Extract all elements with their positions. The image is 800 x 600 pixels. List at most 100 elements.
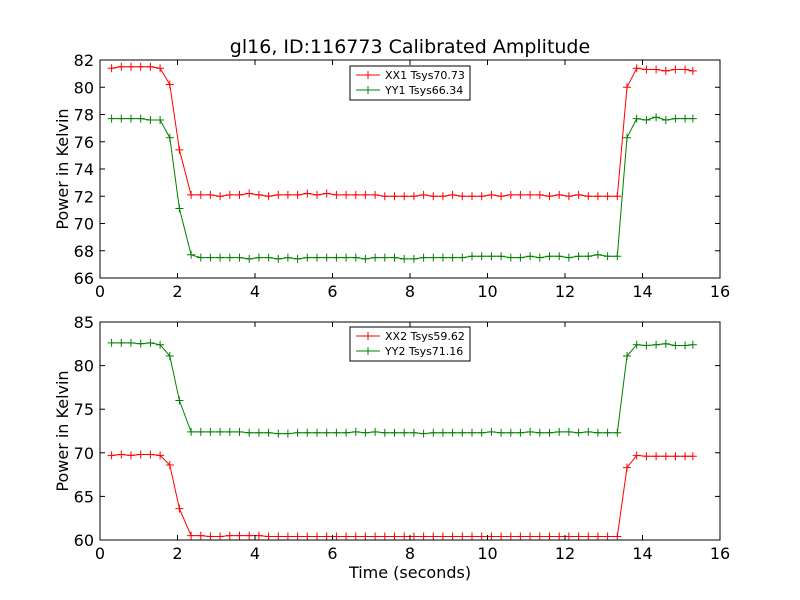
data-point (419, 532, 428, 540)
data-point (419, 190, 428, 199)
y-tick-label: 75 (74, 400, 94, 419)
data-point (127, 62, 135, 71)
plot-area (107, 62, 697, 263)
y-tick-label: 72 (74, 187, 94, 206)
data-point (487, 252, 496, 261)
data-point (127, 451, 135, 460)
data-point (661, 339, 670, 348)
data-point (187, 427, 196, 436)
y-axis-label: Power in Kelvin (53, 108, 72, 229)
data-point (206, 253, 215, 262)
data-point (264, 192, 273, 201)
y-tick-label: 85 (74, 313, 94, 332)
data-point (623, 133, 631, 142)
data-point (574, 532, 583, 540)
x-tick-label: 2 (172, 282, 182, 301)
data-point (564, 192, 573, 201)
data-point (274, 429, 283, 438)
y-tick-label: 80 (74, 78, 94, 97)
data-point (254, 531, 263, 540)
data-point (613, 192, 622, 201)
data-point (506, 532, 515, 540)
data-point (332, 253, 341, 262)
data-point (564, 253, 573, 262)
data-point (283, 253, 292, 262)
data-point (390, 192, 399, 201)
data-point (671, 114, 680, 123)
data-point (438, 253, 447, 262)
data-point (196, 427, 205, 436)
data-point (371, 253, 380, 262)
data-point (196, 253, 205, 262)
y-tick-label: 60 (74, 531, 94, 550)
data-point (225, 190, 234, 199)
data-point (371, 190, 380, 199)
data-point (165, 133, 174, 142)
data-point (146, 450, 155, 459)
data-point (322, 253, 331, 262)
legend-label: YY1 Tsys66.34 (384, 84, 463, 97)
data-point (245, 254, 254, 263)
data-point (264, 428, 273, 437)
data-point (165, 461, 174, 469)
data-point (506, 253, 515, 262)
data-point (526, 190, 535, 199)
data-point (303, 532, 312, 540)
data-point (283, 190, 292, 199)
legend-label: XX2 Tsys59.62 (385, 330, 465, 343)
series-2 (107, 338, 697, 438)
data-point (652, 113, 661, 122)
data-point (448, 532, 457, 540)
data-point (661, 66, 670, 75)
data-point (516, 253, 525, 262)
series-2 (107, 113, 697, 263)
legend-label: XX1 Tsys70.73 (385, 69, 465, 82)
data-point (497, 192, 506, 201)
data-point (351, 532, 360, 540)
data-point (264, 253, 273, 262)
data-point (584, 532, 593, 540)
data-point (409, 254, 418, 263)
data-point (206, 190, 215, 199)
data-point (107, 451, 116, 460)
data-point (545, 192, 554, 201)
data-point (555, 252, 564, 261)
data-point (235, 531, 244, 540)
data-point (361, 254, 370, 263)
data-point (642, 116, 651, 124)
data-point (429, 532, 438, 540)
data-point (165, 352, 174, 360)
bottom-chart: 0 2 4 6 8 10 12 14 16 60 65 70 75 80 85 Power in Kelvin… (53, 313, 730, 582)
data-point (225, 427, 234, 436)
data-point (526, 252, 535, 261)
x-tick-label: 6 (327, 544, 337, 563)
y-tick-label: 76 (74, 133, 94, 152)
data-point (613, 532, 622, 540)
data-point (380, 428, 389, 437)
data-point (216, 427, 225, 436)
x-tick-label: 16 (710, 282, 730, 301)
data-point (477, 192, 486, 201)
data-point (156, 451, 165, 460)
data-point (438, 192, 447, 201)
data-point (245, 428, 254, 437)
data-point (584, 252, 593, 261)
data-point (603, 252, 612, 261)
x-tick-label: 8 (405, 282, 415, 301)
data-point (652, 65, 661, 74)
data-point (477, 252, 486, 261)
data-point (313, 190, 321, 199)
data-point (293, 532, 302, 540)
legend: XX1 Tsys70.73 YY1 Tsys66.34 (349, 65, 471, 101)
data-point (245, 531, 254, 540)
data-point (564, 427, 573, 436)
data-point (545, 532, 554, 540)
data-point (535, 428, 544, 437)
data-point (555, 427, 564, 436)
data-point (688, 114, 697, 123)
data-point (127, 338, 135, 347)
legend: XX2 Tsys59.62 YY2 Tsys71.16 (349, 326, 471, 362)
data-point (332, 190, 341, 199)
data-point (371, 427, 380, 436)
data-point (497, 532, 506, 540)
